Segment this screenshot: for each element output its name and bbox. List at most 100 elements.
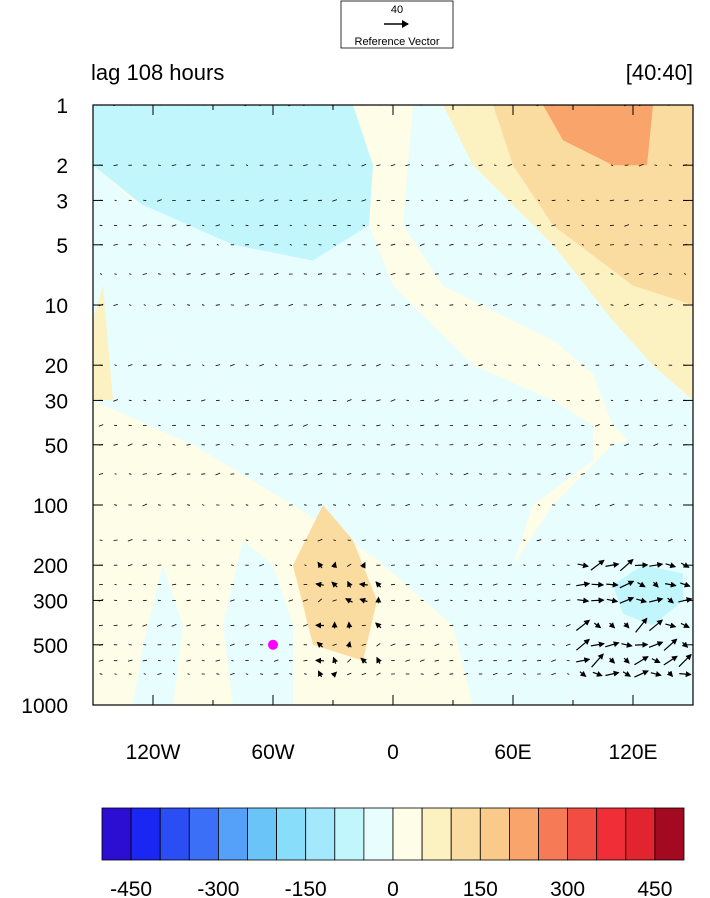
wind-vector (522, 399, 527, 402)
wind-vector (127, 659, 133, 662)
wind-vector (479, 399, 482, 402)
wind-vector (391, 473, 395, 475)
anomaly-region-10 (443, 105, 693, 401)
wind-vector (536, 399, 542, 402)
wind-vector (551, 472, 556, 476)
wind-vector (171, 472, 177, 476)
wind-vector (508, 644, 512, 646)
wind-vector (567, 199, 570, 202)
wind-vector (536, 224, 542, 227)
wind-vector (288, 599, 294, 602)
wind-vector (274, 673, 279, 675)
wind-vector (127, 539, 133, 542)
wind-vector (608, 657, 616, 664)
wind-vector (665, 622, 677, 629)
wind-vector (201, 304, 205, 306)
wind-vector (679, 671, 692, 678)
wind-vector (567, 673, 570, 675)
wind-vector (577, 597, 590, 604)
wind-vector (683, 424, 687, 427)
wind-vector (187, 673, 190, 675)
wind-vector (273, 473, 279, 475)
wind-vector (114, 673, 117, 675)
wind-vector (591, 581, 605, 588)
colorbar-swatch (363, 807, 394, 861)
wind-vector (376, 672, 381, 676)
wind-vector (420, 599, 424, 602)
wind-vector (435, 304, 439, 306)
wind-vector (245, 224, 249, 227)
wind-vector (479, 599, 482, 602)
wind-vector (376, 504, 381, 506)
wind-vector (581, 224, 585, 227)
wind-vector (157, 673, 162, 675)
y-tick-label: 3 (56, 190, 68, 213)
wind-vector (347, 580, 353, 588)
wind-vector (405, 164, 410, 167)
wind-vector (420, 224, 425, 227)
wind-vector (567, 539, 570, 541)
wind-vector (640, 399, 643, 402)
wind-vector (507, 224, 512, 227)
colorbar-swatch (130, 807, 161, 861)
wind-vector (610, 539, 614, 541)
wind-vector (215, 304, 220, 306)
wind-vector (332, 643, 337, 646)
wind-vector (609, 199, 615, 202)
wind-vector (634, 656, 649, 666)
wind-vector (346, 672, 352, 676)
wind-vector (376, 656, 382, 664)
wind-vector (216, 673, 220, 675)
wind-vector (317, 561, 324, 569)
colorbar-swatch (392, 807, 423, 861)
y-tick-label: 50 (45, 435, 68, 458)
wind-vector (230, 564, 234, 566)
wind-vector (317, 598, 323, 603)
wind-vector (565, 243, 571, 247)
reference-vector-magnitude: 40 (391, 4, 403, 16)
wind-vector (114, 199, 117, 202)
plot-area: 120W 60W 0 60E 120E 1 2 3 5 10 20 30 50 100 200 300 500… (21, 95, 694, 764)
wind-vector (186, 599, 191, 602)
wind-vector (683, 539, 687, 541)
wind-vector (463, 583, 469, 586)
anomaly-region-0 (93, 105, 373, 261)
wind-vector (650, 671, 662, 677)
wind-vector (463, 364, 469, 366)
anomaly-region-9 (93, 285, 113, 401)
wind-vector (304, 504, 307, 506)
wind-vector (289, 564, 293, 566)
wind-vector (99, 224, 103, 227)
wind-vector (157, 364, 162, 367)
wind-vector (244, 304, 250, 306)
wind-vector (406, 424, 409, 427)
wind-vector (623, 657, 630, 664)
wind-vector (406, 399, 409, 402)
wind-vector (230, 599, 235, 602)
colorbar-swatch (654, 807, 685, 861)
wind-vector (361, 473, 366, 475)
wind-vector (231, 444, 234, 446)
wind-vector (331, 561, 337, 569)
wind-vector (302, 599, 308, 602)
wind-vector (493, 364, 497, 366)
wind-vector (668, 473, 672, 475)
colorbar-swatch (567, 807, 598, 861)
wind-vector (231, 504, 234, 506)
wind-vector (113, 304, 118, 306)
wind-vector (580, 473, 585, 475)
wind-vector (665, 562, 677, 569)
wind-vector (333, 244, 336, 246)
wind-vector (361, 673, 367, 676)
x-tick-label: 60E (494, 741, 531, 764)
wind-vector (289, 199, 293, 202)
wind-vector (566, 444, 571, 446)
wind-vector (464, 504, 468, 506)
wind-vector (302, 424, 308, 427)
wind-vector (652, 581, 659, 588)
wind-vector (158, 504, 161, 506)
wind-vector (303, 473, 308, 475)
anomaly-region-7 (223, 540, 293, 705)
wind-vector (157, 473, 162, 475)
wind-vector (346, 399, 352, 402)
